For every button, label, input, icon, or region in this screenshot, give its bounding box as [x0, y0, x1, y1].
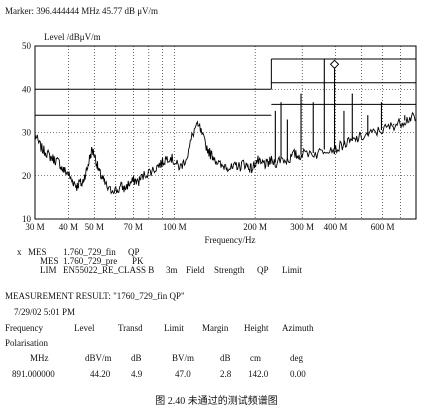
cell-frequency: 891.000000 — [12, 369, 55, 379]
legend-row-1-symbol: x — [17, 247, 22, 257]
unit-limit: BV/m — [172, 353, 195, 363]
header-azimuth: Azimuth — [282, 323, 314, 333]
legend-row-3-detector: QP — [257, 265, 269, 275]
x-tick-label: 70 M — [124, 222, 143, 232]
x-tick-label: 400 M — [324, 222, 348, 232]
legend-row-3-limit: Limit — [282, 265, 302, 275]
y-tick-label: 20 — [22, 171, 32, 181]
marker-group — [329, 59, 340, 70]
unit-level: dBV/m — [85, 353, 112, 363]
cell-transd: 4.9 — [131, 369, 143, 379]
x-tick-labels: 30 M 40 M 50 M 70 M 100 M 200 M 300 M 400 M 600 … — [25, 222, 394, 232]
cell-level: 44.20 — [90, 369, 111, 379]
y-tick-label: 10 — [22, 214, 32, 224]
y-tick-label: 30 — [22, 128, 32, 138]
y-axis-label: Level /dBμV/m — [44, 32, 101, 42]
unit-height: cm — [250, 353, 261, 363]
unit-azimuth: deg — [290, 353, 303, 363]
marker-diamond — [329, 59, 340, 70]
figure-caption: 图 2.40 未通过的测试频谱图 — [155, 396, 278, 407]
unit-transd: dB — [131, 353, 142, 363]
header-level: Level — [74, 323, 95, 333]
measurement-trace-group — [34, 58, 417, 195]
header-transd: Transd — [118, 323, 143, 333]
spectrum-chart: 10 20 30 40 50 30 M 40 M 50 M 70 M 100 M 200 M 300… — [22, 32, 417, 245]
x-tick-label: 30 M — [25, 222, 44, 232]
legend-row-3-field: Field — [186, 265, 205, 275]
cell-height: 142.0 — [248, 369, 269, 379]
result-title: MEASUREMENT RESULT: "1760_729_fin QP" — [5, 291, 185, 301]
x-tick-label: 600 M — [371, 222, 395, 232]
cell-limit: 47.0 — [175, 369, 191, 379]
x-tick-label: 300 M — [290, 222, 314, 232]
legend-row-3-type: LIM — [40, 265, 57, 275]
cell-azimuth: 0.00 — [290, 369, 306, 379]
legend-row-1-detector: QP — [128, 247, 140, 257]
legend-row-3-name: EN55022_RE_CLASS B — [63, 265, 155, 275]
limit-lines — [35, 58, 416, 116]
unit-margin: dB — [220, 353, 231, 363]
legend-row-3-distance: 3m — [166, 265, 178, 275]
x-axis-label: Frequency/Hz — [205, 235, 256, 245]
header-limit: Limit — [164, 323, 184, 333]
y-tick-label: 50 — [22, 41, 32, 51]
result-date: 7/29/02 5:01 PM — [14, 307, 76, 317]
legend-row-2-type: MES — [40, 256, 59, 266]
header-polarisation: Polarisation — [5, 338, 48, 348]
header-margin: Margin — [202, 323, 229, 333]
legend-row-1-type: MES — [28, 247, 47, 257]
y-tick-labels: 10 20 30 40 50 — [22, 41, 32, 224]
chart-grid — [35, 46, 416, 219]
plot-frame — [34, 45, 417, 220]
legend-row-1-name: 1.760_729_fin — [63, 247, 116, 257]
legend-row-3-strength: Strength — [214, 265, 245, 275]
legend-row-2-name: 1.760_729_pre — [63, 256, 118, 266]
x-tick-label: 200 M — [243, 222, 267, 232]
x-tick-label: 40 M — [59, 222, 78, 232]
cell-margin: 2.8 — [220, 369, 232, 379]
unit-frequency: MHz — [30, 353, 49, 363]
x-tick-label: 50 M — [85, 222, 104, 232]
y-tick-label: 40 — [22, 84, 32, 94]
legend-row-2-detector: PK — [132, 256, 144, 266]
x-tick-label: 100 M — [163, 222, 187, 232]
marker-readout: Marker: 396.444444 MHz 45.77 dB μV/m — [5, 6, 159, 16]
header-height: Height — [244, 323, 269, 333]
measurement-trace — [34, 111, 417, 195]
header-frequency: Frequency — [5, 323, 43, 333]
